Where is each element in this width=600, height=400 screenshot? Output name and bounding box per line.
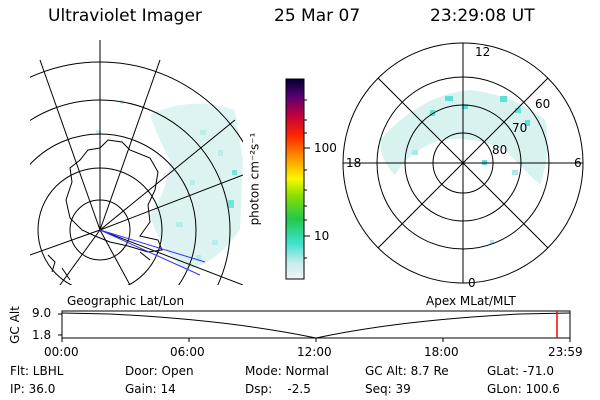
status-ip: IP: 36.0 bbox=[10, 382, 56, 396]
altitude-xtick-1: 06:00 bbox=[170, 345, 205, 359]
apex-polar-panel bbox=[342, 42, 584, 284]
aurora-emission-geo bbox=[96, 100, 243, 270]
geographic-map-panel bbox=[30, 40, 243, 285]
status-gc-alt: GC Alt: 8.7 Re bbox=[365, 364, 449, 378]
instrument-title: Ultraviolet Imager bbox=[48, 6, 202, 26]
altitude-ytick-low: 1.8 bbox=[32, 328, 52, 342]
colorbar-ticks bbox=[304, 99, 310, 259]
altitude-xtick-3: 18:00 bbox=[424, 345, 459, 359]
mlat-label-60: 60 bbox=[535, 97, 551, 111]
status-filter: Flt: LBHL bbox=[10, 364, 64, 378]
status-mode: Mode: Normal bbox=[245, 364, 329, 378]
mlat-label-80: 80 bbox=[492, 143, 508, 157]
altitude-plot bbox=[58, 310, 571, 342]
mlt-label-0: 0 bbox=[468, 276, 476, 290]
status-glat: GLat: -71.0 bbox=[487, 364, 554, 378]
mlt-label-18: 18 bbox=[346, 156, 362, 170]
image-date: 25 Mar 07 bbox=[274, 6, 361, 26]
status-glon: GLon: 100.6 bbox=[487, 382, 560, 396]
geographic-caption: Geographic Lat/Lon bbox=[67, 294, 185, 308]
mlt-label-6: 6 bbox=[574, 156, 582, 170]
mlt-label-12: 12 bbox=[475, 45, 491, 59]
image-time: 23:29:08 UT bbox=[430, 6, 535, 26]
mlat-label-70: 70 bbox=[512, 121, 528, 135]
altitude-xtick-0: 00:00 bbox=[44, 345, 79, 359]
status-seq: Seq: 39 bbox=[365, 382, 411, 396]
altitude-xtick-4: 23:59 bbox=[548, 345, 583, 359]
status-gain: Gain: 14 bbox=[125, 382, 176, 396]
status-dsp: Dsp: -2.5 bbox=[245, 382, 311, 396]
altitude-ylabel: GC Alt bbox=[7, 306, 22, 344]
altitude-xtick-2: 12:00 bbox=[297, 345, 332, 359]
colorbar-unit-label: photon cm⁻²s⁻¹ bbox=[247, 132, 262, 226]
colorbar-tick-100: 100 bbox=[314, 141, 337, 155]
colorbar-tick-10: 10 bbox=[314, 229, 330, 243]
status-door: Door: Open bbox=[125, 364, 194, 378]
altitude-ytick-high: 9.0 bbox=[32, 306, 52, 320]
apex-caption: Apex MLat/MLT bbox=[426, 294, 516, 308]
antarctica-coastline bbox=[65, 139, 163, 253]
colorbar bbox=[285, 78, 305, 280]
